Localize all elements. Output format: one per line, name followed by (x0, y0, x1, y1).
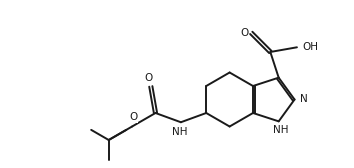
Text: NH: NH (273, 125, 289, 135)
Text: O: O (240, 28, 248, 38)
Text: O: O (129, 113, 137, 122)
Text: O: O (145, 73, 153, 83)
Text: OH: OH (302, 42, 318, 52)
Text: NH: NH (172, 127, 188, 137)
Text: N: N (299, 94, 307, 103)
